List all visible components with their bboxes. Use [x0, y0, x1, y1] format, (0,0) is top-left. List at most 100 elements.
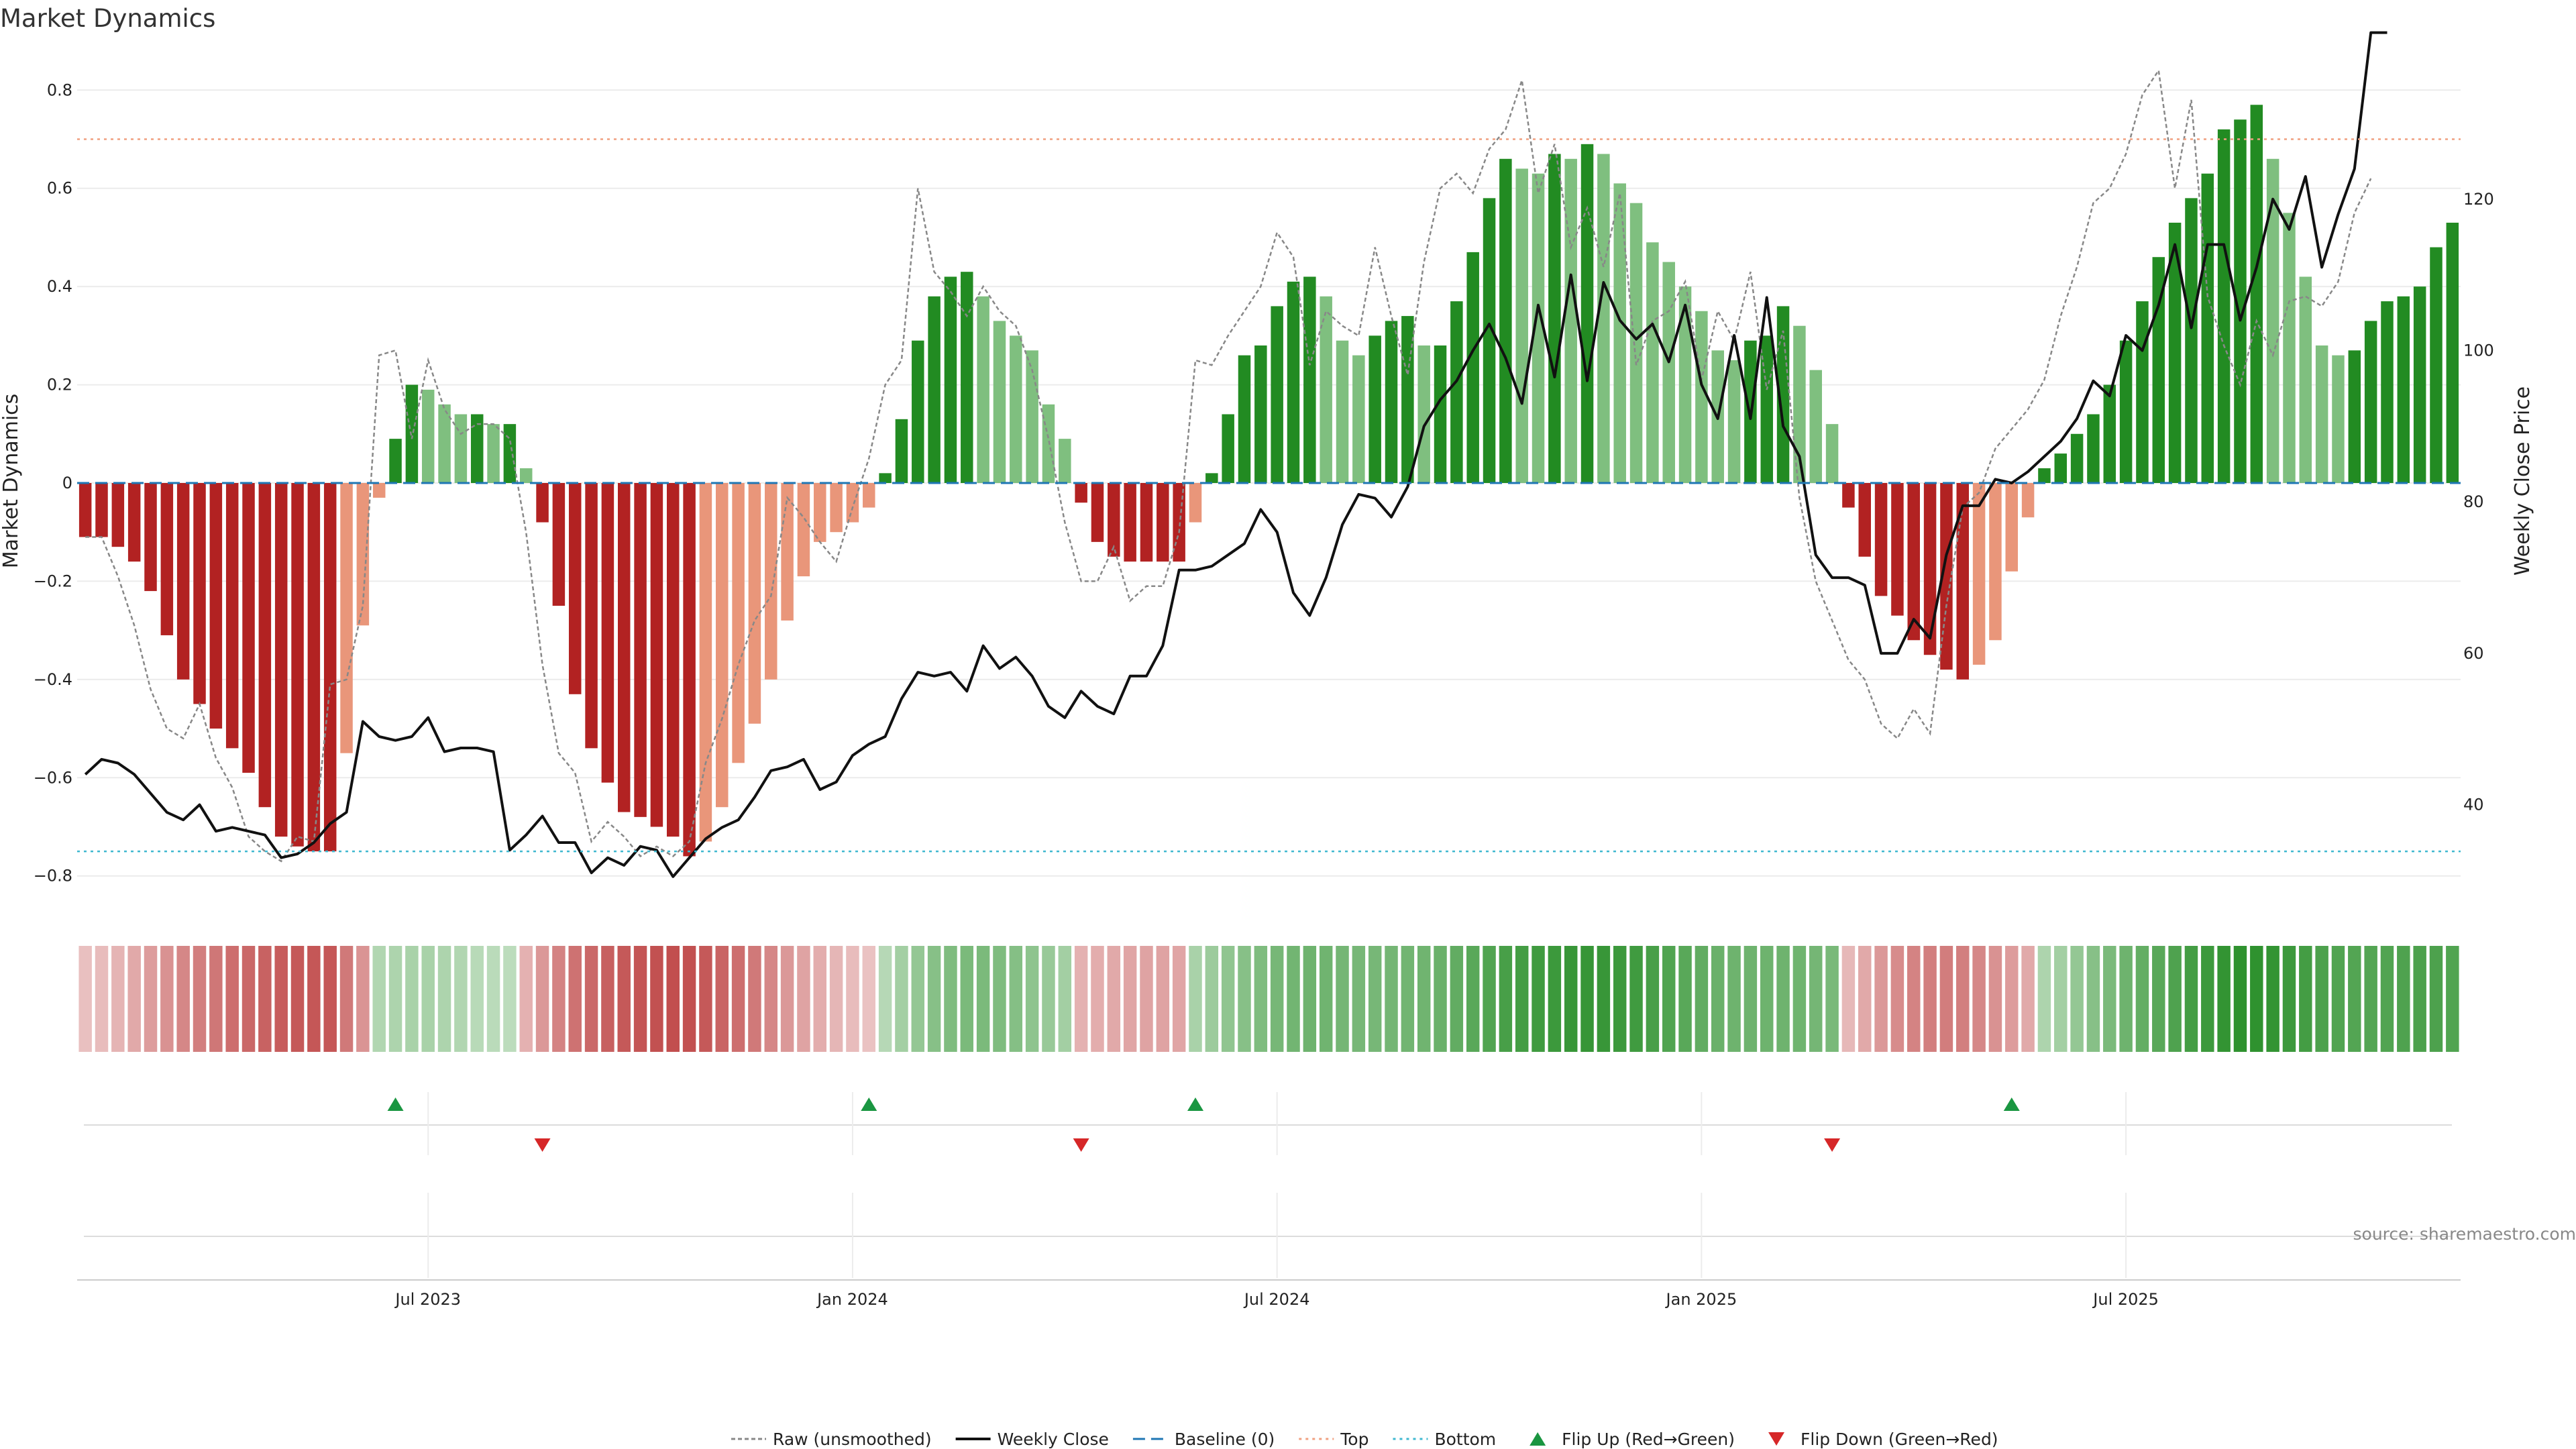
heat-cell	[699, 946, 712, 1052]
heat-cell	[633, 946, 647, 1052]
left-axis-ticks: −0.8 −0.6 −0.4 −0.2 0 0.2 0.4 0.6 0.8	[34, 80, 72, 885]
heat-cell	[2413, 946, 2426, 1052]
heat-cell	[1956, 946, 1970, 1052]
heat-cell	[1646, 946, 1660, 1052]
bar	[830, 483, 843, 533]
y-tick-label: −0.8	[34, 867, 72, 885]
bar	[993, 321, 1006, 483]
heat-cell	[1858, 946, 1872, 1052]
heat-cell	[1058, 946, 1072, 1052]
bar	[912, 340, 924, 483]
bar	[1907, 483, 1921, 641]
bar	[274, 483, 288, 837]
flip-down-marker	[1824, 1138, 1841, 1152]
heat-cell	[2037, 946, 2051, 1052]
heat-cell	[1939, 946, 1953, 1052]
bar	[242, 483, 255, 773]
heat-cell	[1972, 946, 1986, 1052]
bar	[1124, 483, 1136, 562]
heat-cell	[388, 946, 402, 1052]
y-tick-label: 0.8	[47, 80, 72, 99]
x-tick-label: Jul 2023	[394, 1290, 461, 1309]
heat-cell	[976, 946, 990, 1052]
bar	[1580, 144, 1594, 484]
heat-cell	[1466, 946, 1480, 1052]
x-tick-label: Jan 2025	[1665, 1290, 1737, 1309]
heat-cell	[290, 946, 305, 1052]
bar	[95, 483, 108, 537]
heat-cell	[2086, 946, 2100, 1052]
heat-cell	[2168, 946, 2182, 1052]
x-tick-label: Jul 2025	[2092, 1290, 2159, 1309]
y-tick-label: 0.2	[47, 376, 72, 394]
heat-cell	[2397, 946, 2410, 1052]
flip-up-marker	[2003, 1097, 2020, 1111]
y-tick-label: 0	[62, 474, 72, 492]
flip-up-marker	[387, 1097, 404, 1111]
bar	[1336, 340, 1349, 483]
heat-cell	[1825, 946, 1839, 1052]
bar	[2446, 222, 2459, 483]
heat-cell	[748, 946, 761, 1052]
heat-cell	[2152, 946, 2165, 1052]
heat-cell	[1189, 946, 1202, 1052]
bar	[1140, 483, 1153, 562]
bar	[1287, 281, 1300, 483]
heat-cell	[258, 946, 272, 1052]
heat-cell	[1025, 946, 1039, 1052]
bar	[78, 483, 92, 537]
bar	[2054, 453, 2068, 483]
bar	[2038, 468, 2051, 483]
bar	[1515, 168, 1528, 483]
legend-item-close: Weekly Close	[955, 1430, 1109, 1449]
bar	[160, 483, 174, 635]
y-tick-label: 0.4	[47, 277, 72, 296]
bar	[405, 384, 419, 483]
close-line	[84, 31, 2387, 878]
bar	[1923, 483, 1937, 655]
heat-cell	[1123, 946, 1137, 1052]
bar	[1352, 355, 1365, 483]
heat-cell	[764, 946, 777, 1052]
heat-cell	[405, 946, 419, 1052]
y-right-tick-label: 60	[2463, 644, 2484, 663]
bar	[1809, 370, 1822, 483]
bar	[1173, 483, 1185, 562]
heat-cell	[1270, 946, 1284, 1052]
bar	[928, 296, 941, 483]
bar	[144, 483, 157, 592]
heat-cell	[2119, 946, 2133, 1052]
heat-cell	[2135, 946, 2149, 1052]
legend-item-top: Top	[1299, 1430, 1368, 1449]
bar	[1385, 321, 1398, 483]
heat-cell	[927, 946, 941, 1052]
bar	[2397, 296, 2410, 483]
y-right-tick-label: 120	[2463, 190, 2494, 209]
x-tick-label: Jan 2024	[816, 1290, 888, 1309]
heat-cell	[1254, 946, 1268, 1052]
bar	[470, 414, 484, 483]
heat-cell	[731, 946, 745, 1052]
bar	[1450, 301, 1463, 483]
legend-item-raw: Raw (unsmoothed)	[731, 1430, 932, 1449]
dynamics-bars	[78, 105, 2459, 857]
x-tick-label: Jul 2024	[1243, 1290, 1310, 1309]
heat-cell	[1401, 946, 1415, 1052]
bar	[667, 483, 680, 837]
bar	[340, 483, 353, 753]
heat-cell	[1907, 946, 1921, 1052]
bar	[1320, 296, 1332, 483]
heat-cell	[2217, 946, 2231, 1052]
bar	[176, 483, 190, 680]
heat-cell	[960, 946, 974, 1052]
bar	[1401, 316, 1414, 483]
bar	[1271, 306, 1283, 483]
heat-cell	[437, 946, 451, 1052]
bar	[1532, 173, 1545, 483]
bar	[716, 483, 729, 808]
bar	[2217, 129, 2231, 483]
heat-cell	[1890, 946, 1904, 1052]
bar	[2364, 321, 2377, 483]
heat-cell	[111, 946, 125, 1052]
bar	[127, 483, 141, 562]
